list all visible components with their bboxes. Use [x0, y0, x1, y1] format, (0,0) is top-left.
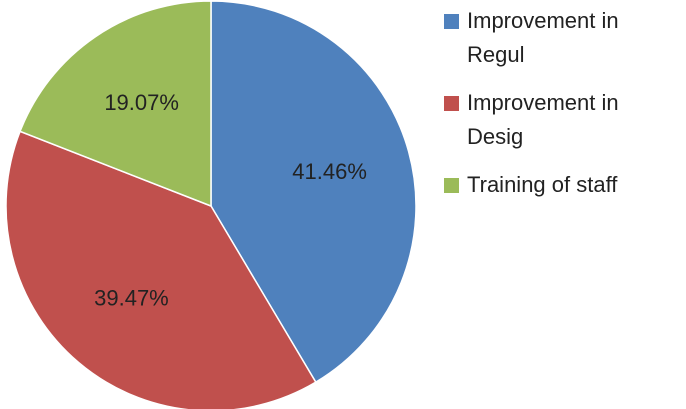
legend-label: Improvement in Desig [467, 90, 619, 149]
legend-item: Improvement in Desig [440, 86, 667, 154]
legend-swatch [444, 96, 459, 111]
legend-label: Improvement in Regul [467, 8, 619, 67]
legend-label: Training of staff [467, 172, 618, 197]
legend-swatch [444, 178, 459, 193]
legend-item: Improvement in Regul [440, 4, 667, 72]
pie-slice [210, 0, 417, 384]
data-label: 39.47% [94, 286, 169, 311]
data-label: 19.07% [104, 90, 179, 115]
pie-area: 41.46% 39.47% 19.07% [5, 0, 417, 409]
legend-swatch [444, 14, 459, 29]
pie-slice [19, 0, 212, 208]
legend-item: Training of staff [440, 168, 667, 202]
legend: Improvement in Regul Improvement in Desig… [440, 4, 686, 216]
pie-slice [5, 130, 317, 409]
data-label: 41.46% [292, 159, 367, 184]
